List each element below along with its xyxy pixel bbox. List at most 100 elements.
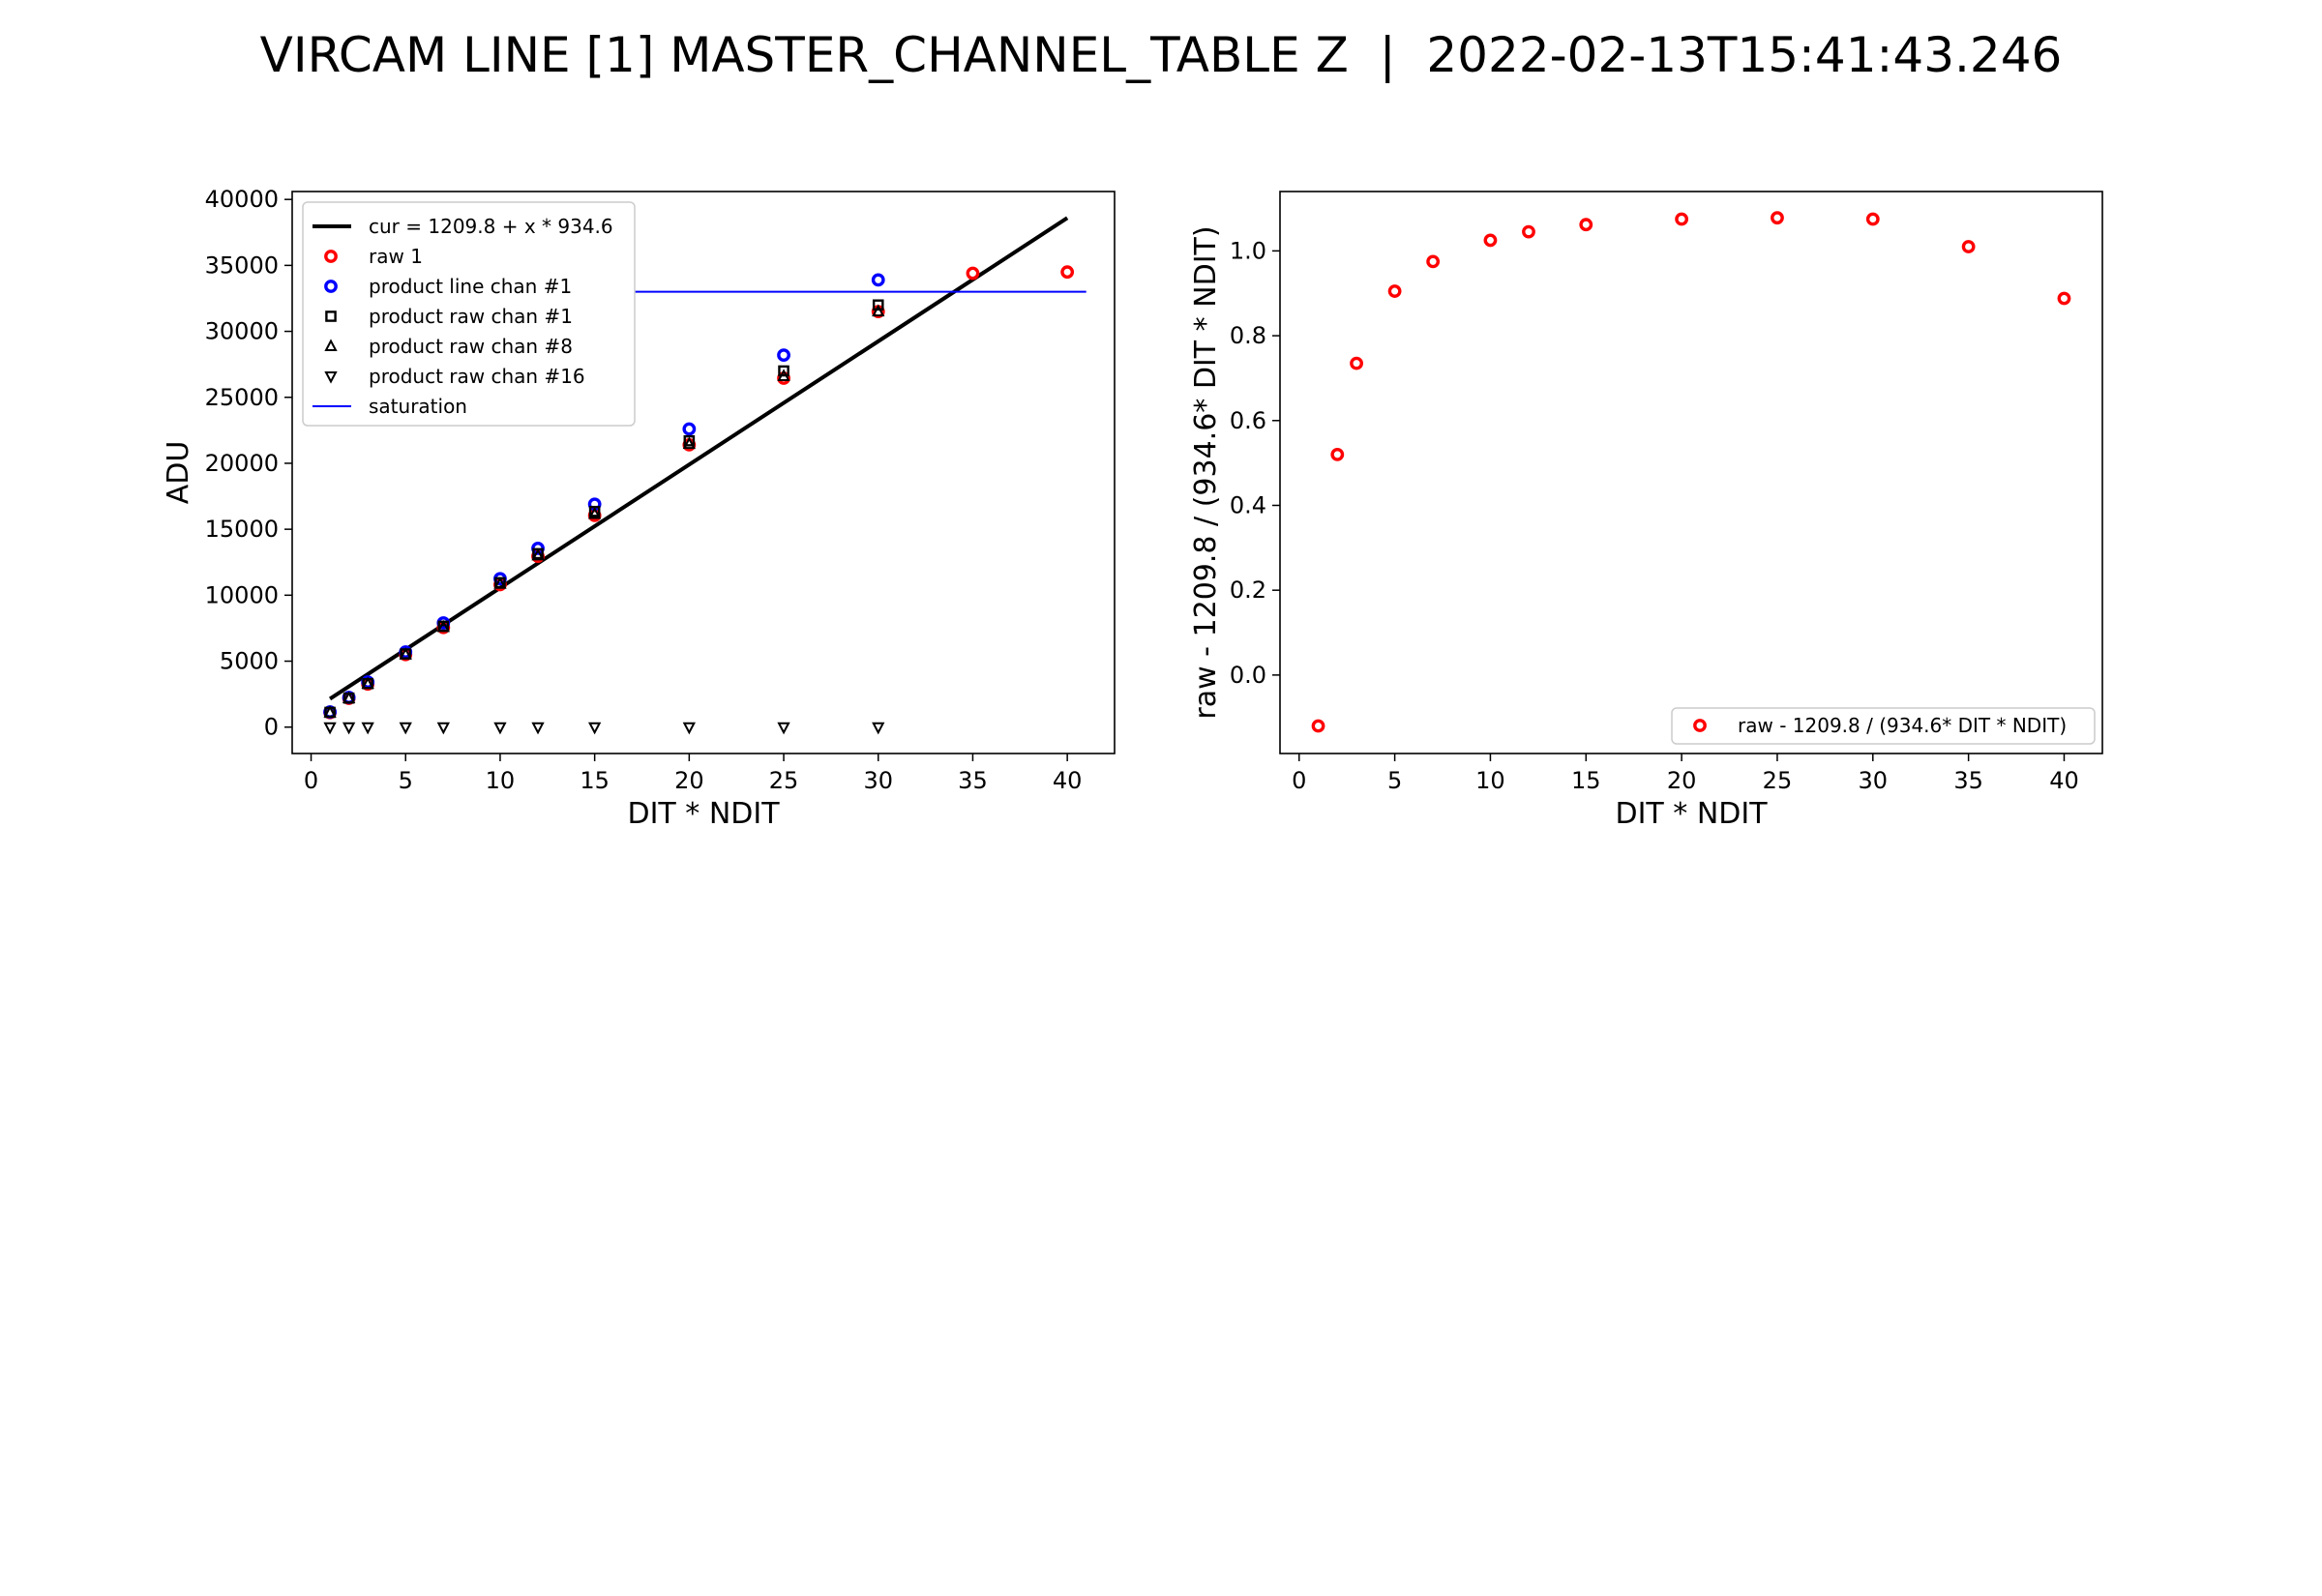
data-point bbox=[1865, 212, 1880, 226]
x-tick-label: 30 bbox=[1859, 767, 1889, 794]
y-tick-label: 10000 bbox=[205, 581, 279, 608]
data-point bbox=[531, 722, 545, 735]
x-tick-label: 30 bbox=[863, 767, 893, 794]
data-point bbox=[682, 436, 697, 450]
data-point bbox=[1579, 218, 1593, 232]
y-tick-label: 35000 bbox=[205, 251, 279, 279]
y-tick-label: 30000 bbox=[205, 318, 279, 345]
legend: raw - 1209.8 / (934.6* DIT * NDIT) bbox=[1671, 707, 2096, 745]
x-tick-label: 0 bbox=[304, 767, 318, 794]
data-point bbox=[872, 299, 884, 311]
figure-title: VIRCAM LINE [1] MASTER_CHANNEL_TABLE Z |… bbox=[259, 27, 2063, 83]
y-tick-label: 5000 bbox=[220, 648, 279, 675]
data-point bbox=[1522, 224, 1535, 239]
data-point bbox=[778, 365, 789, 377]
legend-marker bbox=[325, 310, 337, 322]
legend-label: raw 1 bbox=[369, 245, 423, 268]
y-tick-label: 15000 bbox=[205, 516, 279, 543]
data-point bbox=[682, 422, 697, 436]
legend-box bbox=[1671, 707, 2096, 745]
x-tick-label: 35 bbox=[1953, 767, 1983, 794]
data-point bbox=[399, 647, 412, 660]
data-point bbox=[342, 722, 356, 735]
y-tick-label: 40000 bbox=[205, 186, 279, 213]
data-point bbox=[531, 547, 545, 561]
y-tick-label: 25000 bbox=[205, 384, 279, 411]
x-tick-label: 0 bbox=[1292, 767, 1306, 794]
data-point bbox=[1330, 447, 1345, 461]
plot-frame bbox=[1279, 191, 2103, 754]
x-tick-label: 5 bbox=[399, 767, 413, 794]
y-tick-label: 0 bbox=[264, 714, 279, 741]
data-point bbox=[1961, 240, 1976, 253]
data-point bbox=[1387, 284, 1402, 298]
y-tick-label: 0.2 bbox=[1230, 576, 1266, 604]
plot-area bbox=[1311, 211, 2071, 733]
y-axis-label: raw - 1209.8 / (934.6* DIT * NDIT) bbox=[1189, 225, 1223, 719]
data-point bbox=[323, 722, 337, 735]
data-point bbox=[777, 369, 790, 381]
x-tick-label: 40 bbox=[1053, 767, 1083, 794]
legend-label: product raw chan #8 bbox=[369, 335, 573, 358]
y-tick-label: 0.4 bbox=[1230, 491, 1266, 518]
x-tick-label: 20 bbox=[1667, 767, 1697, 794]
data-point bbox=[436, 722, 450, 735]
legend: cur = 1209.8 + x * 934.6 raw 1 product lin… bbox=[302, 201, 636, 427]
x-tick-label: 25 bbox=[1763, 767, 1793, 794]
data-point bbox=[1675, 212, 1689, 226]
x-tick-label: 15 bbox=[1571, 767, 1601, 794]
data-point bbox=[777, 348, 790, 363]
data-point bbox=[361, 722, 374, 735]
data-point bbox=[1426, 254, 1441, 269]
data-point bbox=[777, 371, 790, 385]
data-point bbox=[682, 722, 697, 735]
chart-1: 0 5 10 15 20 25 30 35 40 0 5000 10000 15000 20000 2500… bbox=[162, 186, 1116, 831]
x-tick-label: 20 bbox=[674, 767, 704, 794]
legend-label: saturation bbox=[369, 395, 467, 418]
y-tick-label: 0.0 bbox=[1230, 662, 1266, 689]
legend-label: raw - 1209.8 / (934.6* DIT * NDIT) bbox=[1738, 714, 2067, 737]
x-axis-label: DIT * NDIT bbox=[1615, 797, 1768, 831]
y-axis-label: ADU bbox=[162, 441, 195, 505]
x-tick-label: 10 bbox=[1475, 767, 1505, 794]
data-point bbox=[1483, 233, 1498, 248]
data-point bbox=[493, 576, 507, 589]
legend-marker bbox=[324, 280, 338, 293]
y-tick-label: 0.8 bbox=[1230, 322, 1266, 349]
data-point bbox=[342, 691, 356, 703]
data-point bbox=[587, 722, 602, 735]
data-point bbox=[587, 506, 602, 519]
legend-box bbox=[302, 201, 636, 427]
legend-marker bbox=[324, 250, 338, 263]
fit-line bbox=[328, 216, 1069, 701]
x-axis-label: DIT * NDIT bbox=[627, 797, 780, 831]
x-tick-label: 25 bbox=[769, 767, 799, 794]
y-tick-label: 0.6 bbox=[1230, 407, 1266, 434]
data-point bbox=[872, 304, 885, 317]
data-point bbox=[436, 619, 450, 633]
legend-label: cur = 1209.8 + x * 934.6 bbox=[369, 215, 613, 238]
data-point bbox=[399, 722, 412, 735]
x-tick-label: 35 bbox=[958, 767, 988, 794]
y-tick-label: 20000 bbox=[205, 450, 279, 477]
legend-label: product line chan #1 bbox=[369, 275, 572, 298]
legend-label: product raw chan #1 bbox=[369, 305, 573, 328]
data-point bbox=[361, 676, 374, 690]
x-tick-label: 40 bbox=[2049, 767, 2079, 794]
data-point bbox=[871, 273, 885, 287]
legend-marker bbox=[1693, 719, 1707, 732]
data-point bbox=[493, 722, 507, 735]
data-point bbox=[966, 266, 980, 281]
x-tick-label: 5 bbox=[1387, 767, 1402, 794]
legend-marker bbox=[324, 339, 338, 351]
chart-2: 0 5 10 15 20 25 30 35 40 0.0 0.2 0.4 0.6 0.8 1.0 DIT * … bbox=[1189, 191, 2103, 831]
data-point bbox=[2057, 291, 2071, 306]
data-point bbox=[683, 434, 696, 447]
data-point bbox=[1771, 211, 1784, 225]
plot-frame bbox=[291, 191, 1116, 754]
data-point bbox=[872, 722, 885, 735]
legend-label: product raw chan #16 bbox=[369, 365, 585, 388]
data-point bbox=[323, 705, 337, 718]
data-point bbox=[1350, 356, 1363, 370]
